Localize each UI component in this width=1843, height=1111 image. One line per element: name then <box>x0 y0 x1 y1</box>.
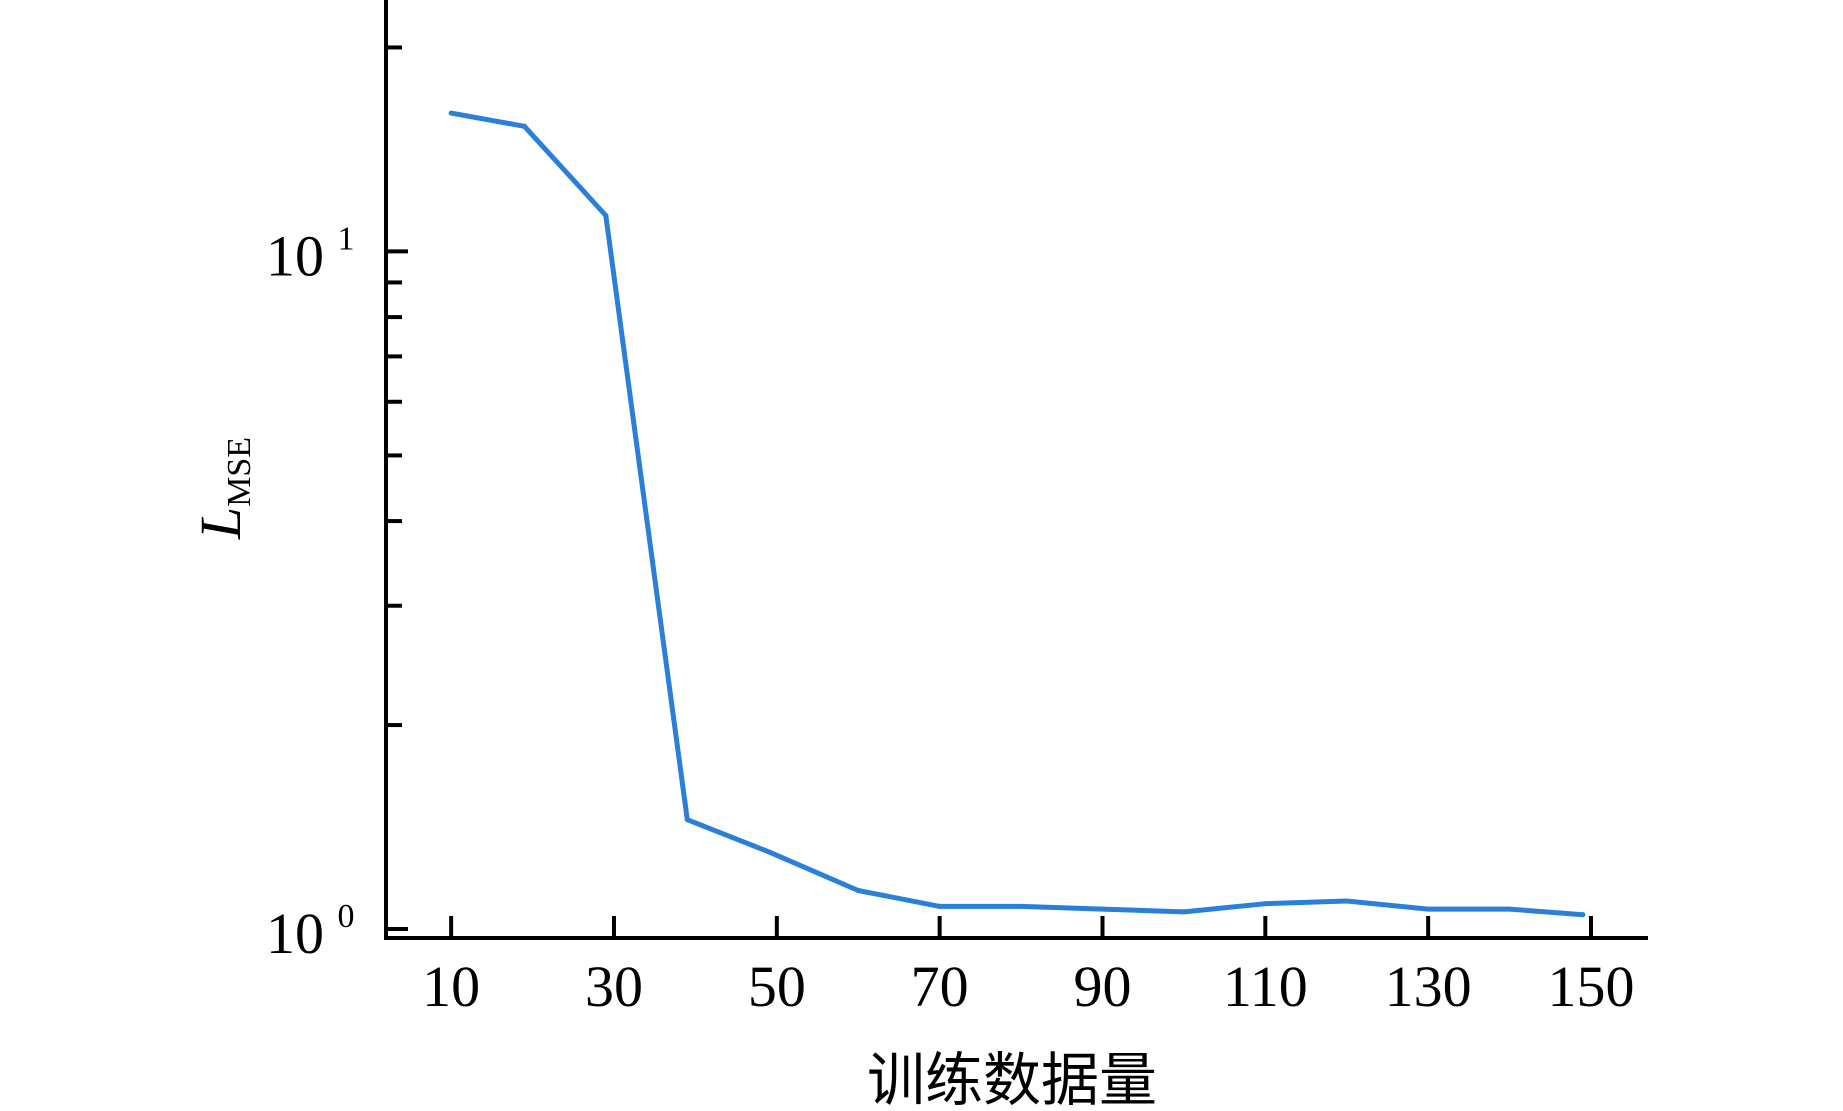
x-tick-label: 30 <box>585 954 643 1019</box>
y-tick-label-exponent: 0 <box>338 898 355 935</box>
x-tick-label: 130 <box>1385 954 1472 1019</box>
data-point <box>1181 909 1187 915</box>
data-point <box>1018 903 1024 909</box>
y-axis-label: LMSE <box>188 437 258 540</box>
y-tick-label-base: 10 <box>266 223 324 288</box>
data-point <box>1580 912 1586 918</box>
tick-layer: 10 30 50 70 90 110 130 150 10 0 10 1 <box>266 45 1635 1019</box>
data-point <box>1344 898 1350 904</box>
x-tick-label: 70 <box>911 954 969 1019</box>
data-point <box>448 110 454 116</box>
x-tick-label: 50 <box>748 954 806 1019</box>
series-layer <box>448 110 1586 918</box>
data-point <box>521 123 527 129</box>
data-point <box>603 212 609 218</box>
axes <box>384 0 1648 940</box>
x-tick-label: 10 <box>422 954 480 1019</box>
data-point <box>766 849 772 855</box>
y-tick-label-base: 10 <box>266 901 324 966</box>
y-tick-label: 10 <box>266 901 324 966</box>
y-axis-label-main: L <box>188 507 253 540</box>
series-line <box>450 110 1584 918</box>
data-point <box>684 817 690 823</box>
y-axis-label-sub: MSE <box>221 437 258 507</box>
data-point <box>937 903 943 909</box>
y-tick-label-exponent: 1 <box>338 220 355 257</box>
x-tick-label: 110 <box>1223 954 1308 1019</box>
x-tick-label: 150 <box>1548 954 1635 1019</box>
data-point <box>855 887 861 893</box>
x-axis-label: 训练数据量 <box>867 1046 1157 1111</box>
y-tick-label: 10 <box>266 223 324 288</box>
data-point <box>1262 901 1268 907</box>
data-point <box>1507 906 1513 912</box>
x-tick-label: 90 <box>1073 954 1131 1019</box>
data-point <box>1099 906 1105 912</box>
data-point <box>1425 906 1431 912</box>
